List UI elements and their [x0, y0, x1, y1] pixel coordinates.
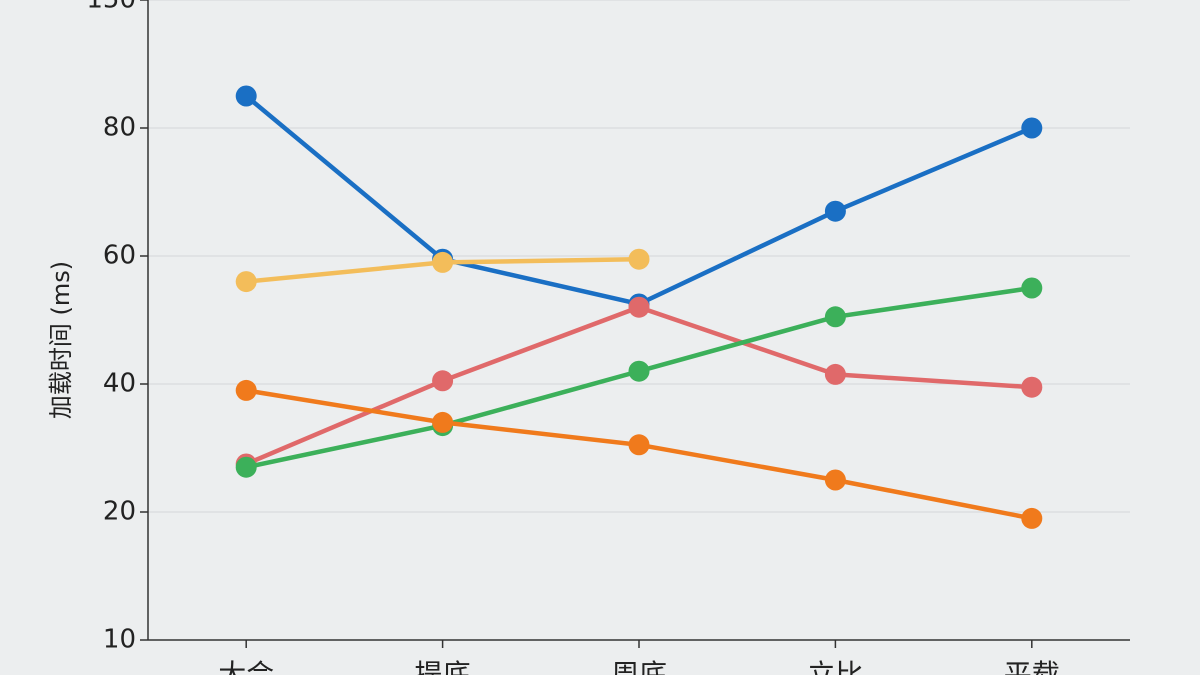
data-point: [628, 360, 650, 382]
data-point: [235, 271, 257, 293]
data-point: [432, 411, 454, 433]
x-tick-label: 周底: [611, 658, 667, 675]
data-point: [1021, 507, 1043, 529]
y-axis-label: 加载时间 (ms): [47, 261, 75, 419]
data-point: [235, 85, 257, 107]
data-point: [628, 248, 650, 270]
y-tick-label: 60: [103, 241, 136, 271]
data-point: [824, 306, 846, 328]
data-point: [235, 456, 257, 478]
x-tick-label: 立比: [807, 658, 863, 675]
y-tick-label: 10: [103, 625, 136, 655]
y-tick-label: 150: [86, 0, 136, 15]
y-tick-label: 80: [103, 113, 136, 143]
data-point: [1021, 277, 1043, 299]
y-tick-label: 20: [103, 497, 136, 527]
y-tick-label: 40: [103, 369, 136, 399]
data-point: [432, 251, 454, 273]
data-point: [824, 469, 846, 491]
data-point: [432, 370, 454, 392]
series-line: [243, 93, 1035, 307]
data-point: [1021, 376, 1043, 398]
data-point: [628, 434, 650, 456]
data-point: [235, 379, 257, 401]
data-point: [824, 200, 846, 222]
x-tick-label: 大会: [218, 658, 274, 675]
data-point: [824, 363, 846, 385]
x-tick-label: 平载: [1004, 658, 1060, 675]
data-point: [1021, 117, 1043, 139]
data-point: [628, 296, 650, 318]
x-tick-label: 提底: [415, 658, 471, 675]
